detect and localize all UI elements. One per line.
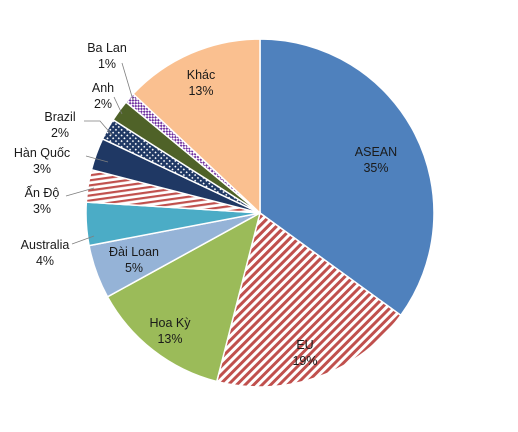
slice-percent-label: 19% [292, 354, 317, 368]
leader-line-brazil [84, 120, 113, 136]
slice-name-label: Đài Loan [109, 245, 159, 259]
slice-percent-label: 13% [157, 332, 182, 346]
slice-percent-label: 3% [33, 202, 51, 216]
slice-percent-label: 1% [98, 57, 116, 71]
slice-percent-label: 3% [33, 162, 51, 176]
slice-percent-label: 4% [36, 254, 54, 268]
leader-line-australia [71, 235, 95, 245]
leader-line-ba-lan [121, 62, 134, 101]
slice-name-label: Hoa Kỳ [150, 316, 192, 330]
slice-name-label: Brazil [44, 110, 75, 124]
slice-name-label: Australia [21, 238, 70, 252]
slice-percent-label: 2% [94, 97, 112, 111]
leader-line-an-do [65, 187, 95, 197]
slice-name-label: Ấn Độ [25, 185, 60, 200]
slice-labels: ASEAN 35% EU 19% Hoa Kỳ 13% Đài Loan 5% Australi… [14, 41, 397, 368]
slice-percent-label: 35% [363, 161, 388, 175]
slice-name-label: Hàn Quốc [14, 146, 70, 160]
slice-percent-label: 5% [125, 261, 143, 275]
pie-slice-asean [259, 38, 435, 317]
pie-slice-eu [215, 211, 402, 388]
pie-slices [85, 38, 435, 388]
slice-percent-label: 13% [188, 84, 213, 98]
slice-name-label: ASEAN [355, 145, 397, 159]
leader-line-han-quoc [85, 155, 109, 163]
slice-percent-label: 2% [51, 126, 69, 140]
slice-name-label: Anh [92, 81, 114, 95]
slice-name-label: Khác [187, 68, 216, 82]
slice-name-label: EU [296, 338, 313, 352]
leader-lines [65, 62, 134, 245]
slice-name-label: Ba Lan [87, 41, 127, 55]
leader-line-anh [113, 96, 123, 115]
pie-slice-khac [132, 38, 261, 215]
pie-slice-hoa-ky [106, 211, 262, 383]
